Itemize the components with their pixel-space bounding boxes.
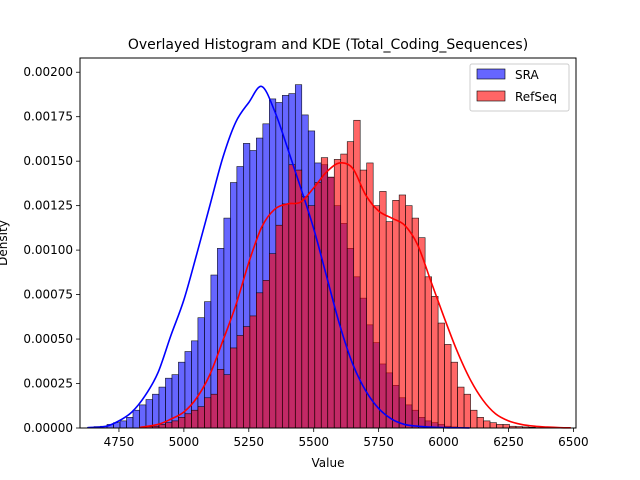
- refseq-bar: [379, 191, 387, 429]
- refseq-kde-line: [139, 161, 571, 429]
- refseq-bar: [275, 224, 283, 429]
- refseq-bar: [463, 393, 471, 429]
- refseq-bar: [210, 393, 218, 429]
- refseq-bar: [470, 409, 478, 429]
- refseq-bar: [171, 420, 179, 429]
- refseq-bar: [424, 276, 432, 429]
- refseq-bar: [178, 417, 186, 429]
- sra-bar: [119, 420, 127, 429]
- refseq-bar: [281, 203, 290, 429]
- refseq-bar: [346, 141, 355, 429]
- refseq-bar: [483, 420, 491, 429]
- refseq-bar: [437, 322, 445, 429]
- x-axis-label: Value: [312, 456, 345, 470]
- y-tick-label: 0.00200: [23, 65, 73, 79]
- refseq-bar: [243, 326, 251, 429]
- refseq-bar: [372, 205, 380, 429]
- refseq-bar: [385, 221, 393, 429]
- refseq-bar: [301, 196, 309, 429]
- y-tick-label: 0.00175: [23, 110, 73, 124]
- legend: SRA RefSeq: [469, 63, 570, 112]
- y-tick-label: 0.00125: [23, 199, 73, 213]
- refseq-bar: [320, 157, 329, 429]
- legend-swatch-refseq: [476, 90, 506, 102]
- refseq-bar: [269, 253, 277, 429]
- legend-swatch-sra: [476, 68, 506, 80]
- sra-bar: [171, 374, 179, 429]
- sra-bar: [139, 404, 147, 429]
- refseq-bar: [256, 292, 264, 429]
- x-tick-label: 4750: [104, 435, 135, 449]
- refseq-bar: [294, 169, 303, 429]
- sra-bar: [145, 399, 153, 429]
- refseq-bar: [249, 315, 257, 429]
- refseq-bar: [333, 159, 342, 429]
- sra-bar: [126, 417, 134, 429]
- y-tick-label: 0.00025: [23, 377, 73, 391]
- refseq-bar: [392, 200, 400, 429]
- chart-title: Overlayed Histogram and KDE (Total_Codin…: [128, 37, 528, 53]
- refseq-bar: [158, 424, 166, 429]
- x-tick-label: 5750: [363, 435, 394, 449]
- x-axis: 4750 5000 5250 5500 5750 6000 6250 6500: [104, 428, 589, 449]
- refseq-bar: [223, 374, 231, 429]
- y-tick-label: 0.00100: [23, 243, 73, 257]
- refseq-bar: [217, 368, 225, 429]
- refseq-bar: [418, 237, 426, 429]
- x-tick-label: 6500: [558, 435, 589, 449]
- refseq-bar: [314, 182, 322, 429]
- x-tick-label: 6250: [493, 435, 524, 449]
- x-tick-label: 5500: [298, 435, 329, 449]
- sra-bar: [132, 409, 140, 429]
- kde-lines: [87, 85, 571, 429]
- y-tick-label: 0.00050: [23, 332, 73, 346]
- refseq-bar: [489, 422, 497, 429]
- refseq-bar: [191, 409, 199, 429]
- refseq-bar: [353, 119, 361, 429]
- refseq-bar: [444, 344, 452, 429]
- refseq-bar: [411, 217, 419, 429]
- y-tick-label: 0.00150: [23, 154, 73, 168]
- refseq-bar: [197, 406, 205, 429]
- legend-label-refseq: RefSeq: [515, 90, 557, 104]
- x-tick-label: 6000: [428, 435, 459, 449]
- refseq-bar: [457, 386, 465, 429]
- refseq-bar: [262, 280, 270, 429]
- legend-label-sra: SRA: [515, 68, 539, 82]
- y-axis: 0.00000 0.00025 0.00050 0.00075 0.00100 0.001…: [23, 65, 80, 435]
- refseq-bar: [496, 424, 504, 429]
- refseq-bar: [184, 413, 192, 429]
- refseq-bar: [431, 296, 439, 429]
- refseq-bar: [307, 205, 316, 429]
- y-tick-label: 0.00075: [23, 288, 73, 302]
- y-tick-label: 0.00000: [23, 421, 73, 435]
- refseq-bar: [340, 153, 348, 429]
- plot-frame: [79, 57, 577, 429]
- refseq-bar: [165, 422, 173, 429]
- refseq-bar: [230, 347, 238, 429]
- sra-bar: [152, 393, 160, 429]
- refseq-bar: [476, 417, 484, 429]
- x-tick-label: 5000: [169, 435, 200, 449]
- refseq-bar: [236, 335, 244, 429]
- refseq-bar: [204, 397, 212, 429]
- sra-kde-line: [87, 85, 470, 429]
- refseq-bar: [398, 194, 406, 429]
- refseq-bar: [366, 162, 374, 429]
- refseq-bar: [502, 424, 510, 429]
- refseq-bar: [450, 361, 458, 429]
- x-tick-label: 5250: [234, 435, 265, 449]
- refseq-bar: [405, 205, 413, 429]
- y-axis-label: Density: [0, 220, 10, 266]
